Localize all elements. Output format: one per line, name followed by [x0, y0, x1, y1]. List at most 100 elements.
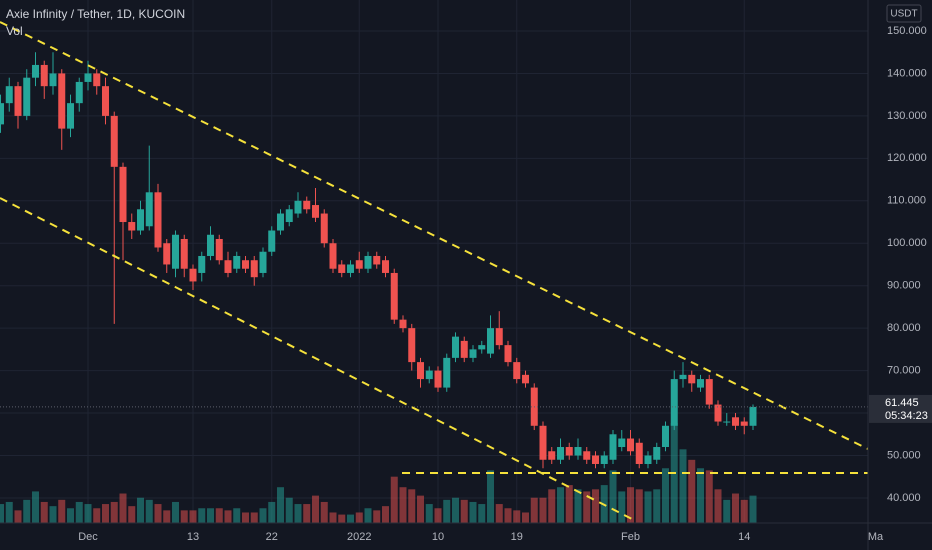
candle-body	[522, 374, 529, 384]
candle-body	[408, 328, 416, 363]
candle-body	[452, 336, 459, 358]
volume-bar	[75, 501, 83, 523]
candle-body	[662, 425, 669, 448]
upper-trendline	[0, 21, 869, 450]
candle-body	[137, 209, 144, 231]
candle-body	[49, 73, 57, 87]
volume-bar	[233, 508, 241, 523]
candle-body	[469, 349, 477, 358]
trendlines	[0, 21, 869, 522]
volume-bar	[592, 489, 599, 523]
candle-body	[697, 379, 704, 388]
candle-body	[373, 255, 381, 265]
volume-bar	[408, 489, 416, 523]
candle-body	[723, 421, 731, 423]
volume-bar	[749, 495, 757, 523]
volume-bar	[688, 459, 696, 523]
volume-bar	[0, 504, 4, 523]
volume-bar	[662, 468, 669, 523]
volume-bar	[294, 504, 302, 523]
volume-bar	[312, 495, 319, 523]
x-tick-label: 14	[738, 531, 750, 543]
volume-bar	[32, 491, 39, 523]
candle-body	[732, 417, 739, 426]
candle-body	[434, 370, 442, 388]
volume-bar	[513, 510, 521, 523]
candle-body	[163, 243, 171, 265]
y-tick-label: 50.000	[887, 449, 921, 461]
candle-body	[23, 77, 31, 116]
candle-body	[425, 370, 433, 380]
candle-body	[75, 81, 83, 104]
volume-bar	[364, 508, 372, 523]
volume-bar	[487, 470, 494, 523]
price-axis	[868, 0, 932, 523]
volume-bar	[565, 485, 573, 523]
candle-body	[557, 447, 564, 460]
volume-bar	[329, 512, 337, 523]
lower-trendline	[0, 197, 637, 522]
candle-body	[32, 64, 39, 78]
volume-bar	[557, 487, 564, 523]
candle-body	[329, 243, 337, 269]
volume-bar	[548, 489, 556, 523]
x-tick-label: 22	[266, 531, 278, 543]
x-tick-label: 19	[511, 531, 523, 543]
candle-body	[347, 264, 354, 273]
candle-body	[539, 425, 547, 460]
volume-bar	[705, 470, 713, 523]
y-tick-label: 150.000	[887, 25, 927, 37]
volume-bar	[84, 504, 92, 523]
candle-body	[478, 345, 486, 350]
volume-bar	[5, 501, 13, 523]
candle-body	[460, 340, 468, 358]
candle-body	[128, 222, 136, 231]
grid	[0, 0, 876, 523]
candle-body	[268, 230, 276, 252]
volume-bar	[259, 508, 267, 523]
last-price: 61.445	[885, 397, 919, 409]
volume-bar	[338, 514, 346, 523]
candle-body	[14, 86, 22, 116]
y-tick-label: 140.000	[887, 67, 927, 79]
volume-bar	[355, 512, 363, 523]
volume-bar	[522, 512, 529, 523]
candle-body	[627, 438, 634, 452]
volume-bar	[714, 489, 722, 523]
candle-body	[714, 404, 722, 422]
countdown: 05:34:23	[885, 410, 928, 422]
volume-bar	[723, 499, 731, 523]
y-tick-label: 120.000	[887, 152, 927, 164]
candle-body	[679, 374, 687, 380]
volume-bar	[215, 508, 223, 523]
candle-body	[84, 73, 92, 82]
volume-bar	[347, 514, 354, 523]
candle-body	[189, 268, 197, 282]
y-tick-label: 90.000	[887, 280, 921, 292]
candle-body	[618, 438, 626, 448]
y-tick-label: 130.000	[887, 110, 927, 122]
volume-bar	[145, 499, 153, 523]
currency: USDT	[890, 9, 917, 20]
chart-title: Axie Infinity / Tether, 1D, KUCOIN	[6, 7, 185, 21]
candle-body	[312, 205, 319, 218]
candle-body	[172, 234, 179, 269]
currency-box[interactable]	[886, 4, 922, 23]
volume-bar	[250, 512, 258, 523]
candle-body	[224, 260, 232, 273]
volume-bar	[574, 489, 582, 523]
volume-bar	[390, 476, 398, 523]
candle-body	[609, 434, 617, 460]
volume-bar	[172, 501, 179, 523]
x-tick-label: 13	[187, 531, 199, 543]
candle-body	[277, 213, 284, 231]
candle-body	[215, 239, 223, 261]
volume-bar	[180, 510, 188, 523]
volume-bar	[443, 499, 451, 523]
candle-body	[565, 447, 573, 456]
volume-bar	[40, 501, 48, 523]
candle-body	[583, 451, 591, 460]
candle-body	[390, 272, 398, 320]
candle-body	[364, 255, 372, 269]
volume-bar	[583, 491, 591, 523]
